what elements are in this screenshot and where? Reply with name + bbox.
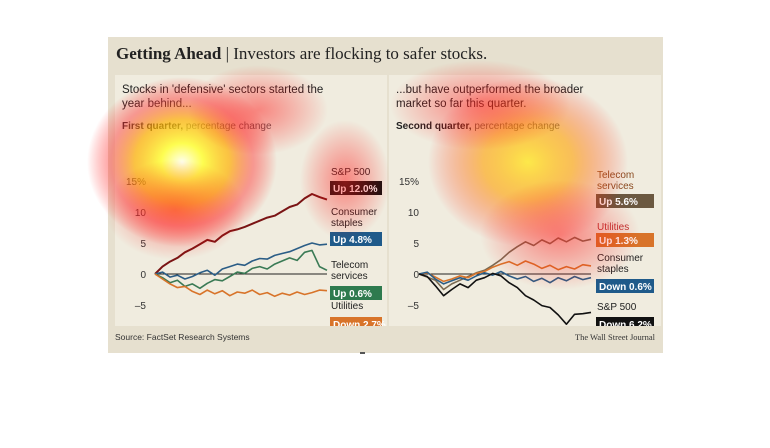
series-name-label: S&P 500: [331, 167, 371, 178]
y-tick-label: 10: [135, 208, 147, 219]
y-tick-label: 0: [140, 270, 146, 281]
series-badge-label: Up 5.6%: [599, 197, 638, 208]
series-label-group: Utilities Down 2.7%: [330, 301, 386, 326]
y-tick-label: 15%: [126, 177, 146, 188]
headline-rest: Investors are flocking to safer stocks.: [233, 44, 488, 63]
series-name-label: Telecom services: [597, 170, 634, 192]
series-badge-label: Up 4.8%: [333, 235, 372, 246]
publisher-credit: The Wall Street Journal: [574, 332, 655, 342]
series-label-group: Consumer staples Up 4.8%: [330, 207, 382, 246]
series-label-group: S&P 500 Up 12.0%: [330, 167, 382, 195]
series-name-line: Telecom: [597, 170, 634, 181]
series-badge-label: Up 1.3%: [599, 236, 638, 247]
series-line: [154, 242, 328, 280]
series-label-group: Telecom services Up 0.6%: [330, 260, 382, 300]
series-label-group: Consumer staples Down 0.6%: [596, 253, 654, 293]
headline: Getting Ahead | Investors are flocking t…: [116, 44, 487, 64]
series-line: [418, 270, 592, 285]
series-line: [154, 193, 328, 275]
series-name-line: staples: [331, 218, 363, 229]
right-chart-panel: ...but have outperformed the broader mar…: [389, 75, 661, 326]
y-tick-label: 0: [413, 270, 419, 281]
series-name-line: S&P 500: [597, 302, 637, 313]
y-tick-label: 5: [413, 239, 419, 250]
series-name-line: services: [331, 271, 368, 282]
series-name-line: staples: [597, 264, 629, 275]
series-badge-box: [596, 317, 654, 326]
series-label-group: Utilities Up 1.3%: [596, 222, 654, 247]
series-label-group: Telecom services Up 5.6%: [596, 170, 654, 208]
series-name-label: Utilities: [331, 301, 363, 312]
series-label-group: S&P 500 Down 6.2%: [596, 302, 654, 326]
series-badge-label: Down 2.7%: [333, 320, 386, 326]
chart-graphic: Getting Ahead | Investors are flocking t…: [108, 37, 663, 353]
series-name-line: Utilities: [597, 222, 629, 233]
series-badge-box: [330, 317, 382, 326]
headline-bold: Getting Ahead: [116, 44, 222, 63]
series-badge-label: Up 12.0%: [333, 184, 378, 195]
series-name-line: Consumer: [331, 207, 378, 218]
series-badge-label: Down 0.6%: [599, 282, 652, 293]
series-name-label: Consumer staples: [331, 207, 378, 229]
y-tick-label: –5: [408, 301, 420, 312]
series-badge-label: Down 6.2%: [599, 320, 652, 326]
series-name-label: Utilities: [597, 222, 629, 233]
series-name-line: S&P 500: [331, 167, 371, 178]
series-name-label: Consumer staples: [597, 253, 644, 275]
series-name-label: Telecom services: [331, 260, 368, 282]
y-tick-label: 15%: [399, 177, 419, 188]
series-name-line: services: [597, 181, 634, 192]
series-badge-label: Up 0.6%: [333, 289, 372, 300]
series-badge-box: [330, 286, 382, 300]
source-note: Source: FactSet Research Systems: [115, 332, 250, 342]
headline-separator: |: [221, 44, 234, 63]
y-tick-label: 5: [140, 239, 146, 250]
y-tick-label: 10: [408, 208, 420, 219]
series-name-label: S&P 500: [597, 302, 637, 313]
stray-mark: [360, 352, 365, 354]
series-name-line: Consumer: [597, 253, 644, 264]
series-name-line: Utilities: [331, 301, 363, 312]
series-line: [154, 273, 328, 298]
y-tick-label: –5: [135, 301, 147, 312]
series-line: [154, 249, 328, 290]
left-chart-panel: Stocks in 'defensive' sectors started th…: [115, 75, 387, 326]
series-name-line: Telecom: [331, 260, 368, 271]
